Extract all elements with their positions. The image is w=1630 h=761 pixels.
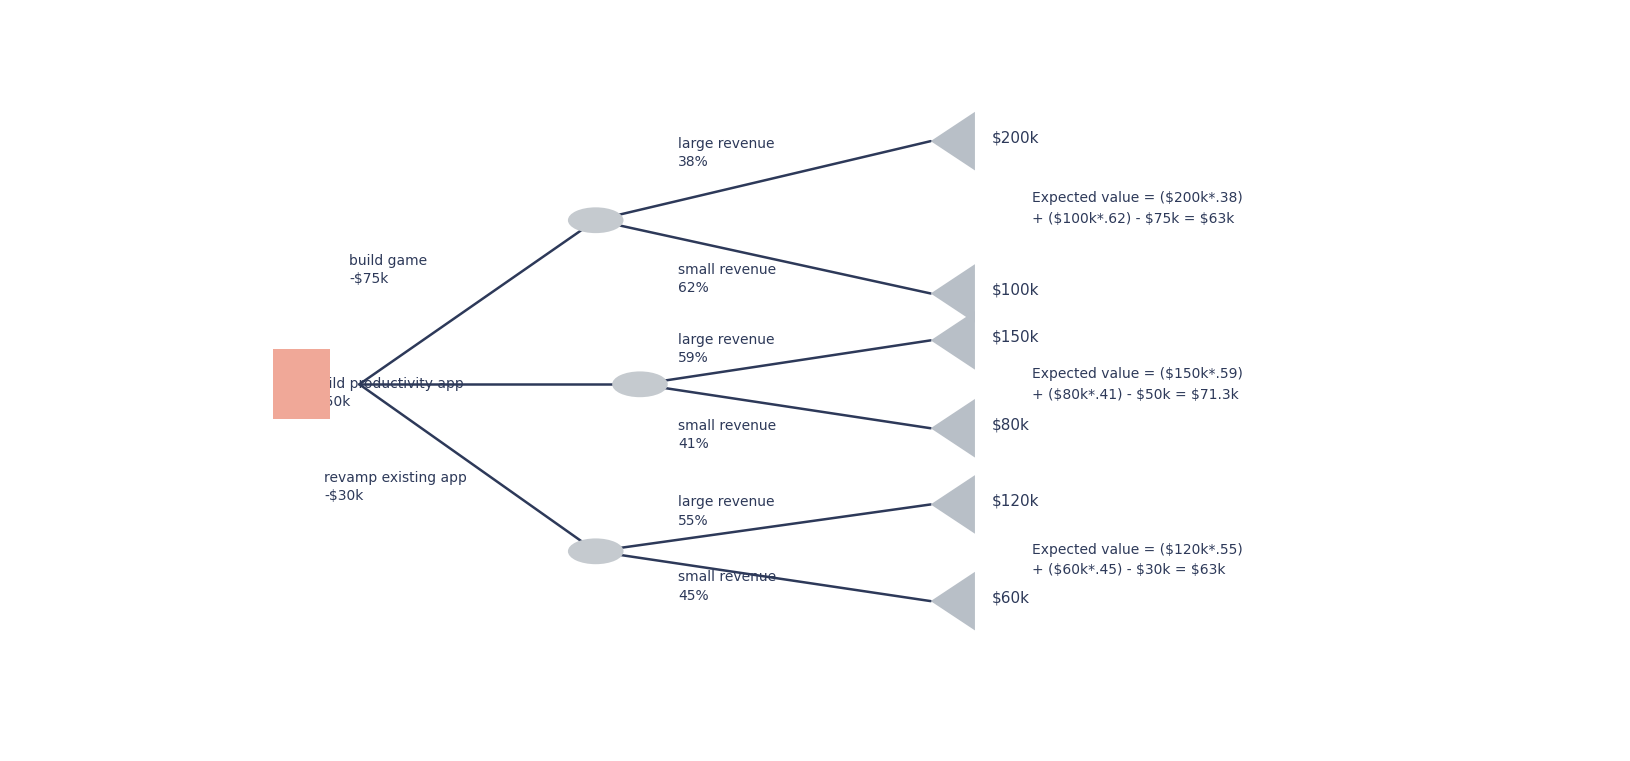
Text: revamp existing app
-$30k: revamp existing app -$30k — [324, 470, 466, 503]
Text: large revenue
55%: large revenue 55% — [678, 495, 774, 527]
Text: large revenue
38%: large revenue 38% — [678, 137, 774, 169]
Circle shape — [567, 539, 623, 564]
Text: Expected value = ($200k*.38)
+ ($100k*.62) - $75k = $63k: Expected value = ($200k*.38) + ($100k*.6… — [1032, 191, 1242, 226]
Text: small revenue
62%: small revenue 62% — [678, 263, 776, 295]
Text: $100k: $100k — [991, 282, 1038, 298]
Text: $200k: $200k — [991, 130, 1038, 145]
Circle shape — [611, 371, 667, 397]
Text: build productivity app
-$50k: build productivity app -$50k — [311, 377, 465, 409]
Polygon shape — [931, 264, 975, 323]
Polygon shape — [931, 112, 975, 170]
Polygon shape — [931, 399, 975, 457]
Text: $150k: $150k — [991, 330, 1038, 344]
Text: Expected value = ($150k*.59)
+ ($80k*.41) - $50k = $71.3k: Expected value = ($150k*.59) + ($80k*.41… — [1032, 367, 1242, 402]
Text: small revenue
45%: small revenue 45% — [678, 570, 776, 603]
Text: large revenue
59%: large revenue 59% — [678, 333, 774, 365]
Text: Expected value = ($120k*.55)
+ ($60k*.45) - $30k = $63k: Expected value = ($120k*.55) + ($60k*.45… — [1032, 543, 1242, 578]
FancyBboxPatch shape — [274, 349, 329, 419]
Text: build game
-$75k: build game -$75k — [349, 254, 427, 286]
Circle shape — [567, 207, 623, 233]
Polygon shape — [931, 311, 975, 370]
Text: $120k: $120k — [991, 493, 1038, 508]
Polygon shape — [931, 475, 975, 533]
Text: $60k: $60k — [991, 590, 1029, 605]
Text: small revenue
41%: small revenue 41% — [678, 419, 776, 451]
Text: $80k: $80k — [991, 417, 1029, 432]
Polygon shape — [931, 572, 975, 630]
